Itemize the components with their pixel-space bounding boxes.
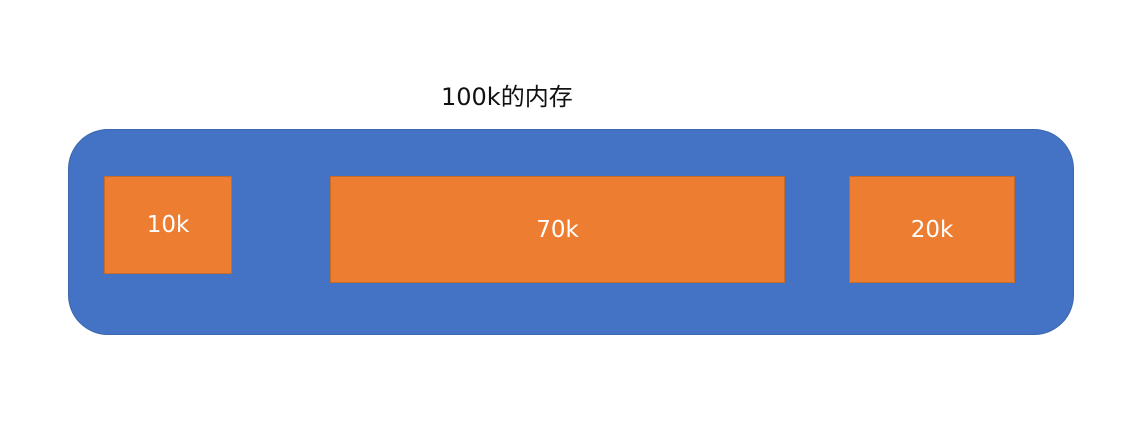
memory-block-label: 20k bbox=[910, 216, 954, 243]
memory-block-70k: 70k bbox=[330, 176, 785, 283]
memory-block-label: 70k bbox=[536, 216, 579, 243]
memory-block-20k: 20k bbox=[849, 176, 1015, 283]
diagram-title: 100k的内存 bbox=[441, 83, 573, 111]
memory-block-10k: 10k bbox=[104, 176, 232, 274]
memory-block-label: 10k bbox=[146, 212, 190, 238]
